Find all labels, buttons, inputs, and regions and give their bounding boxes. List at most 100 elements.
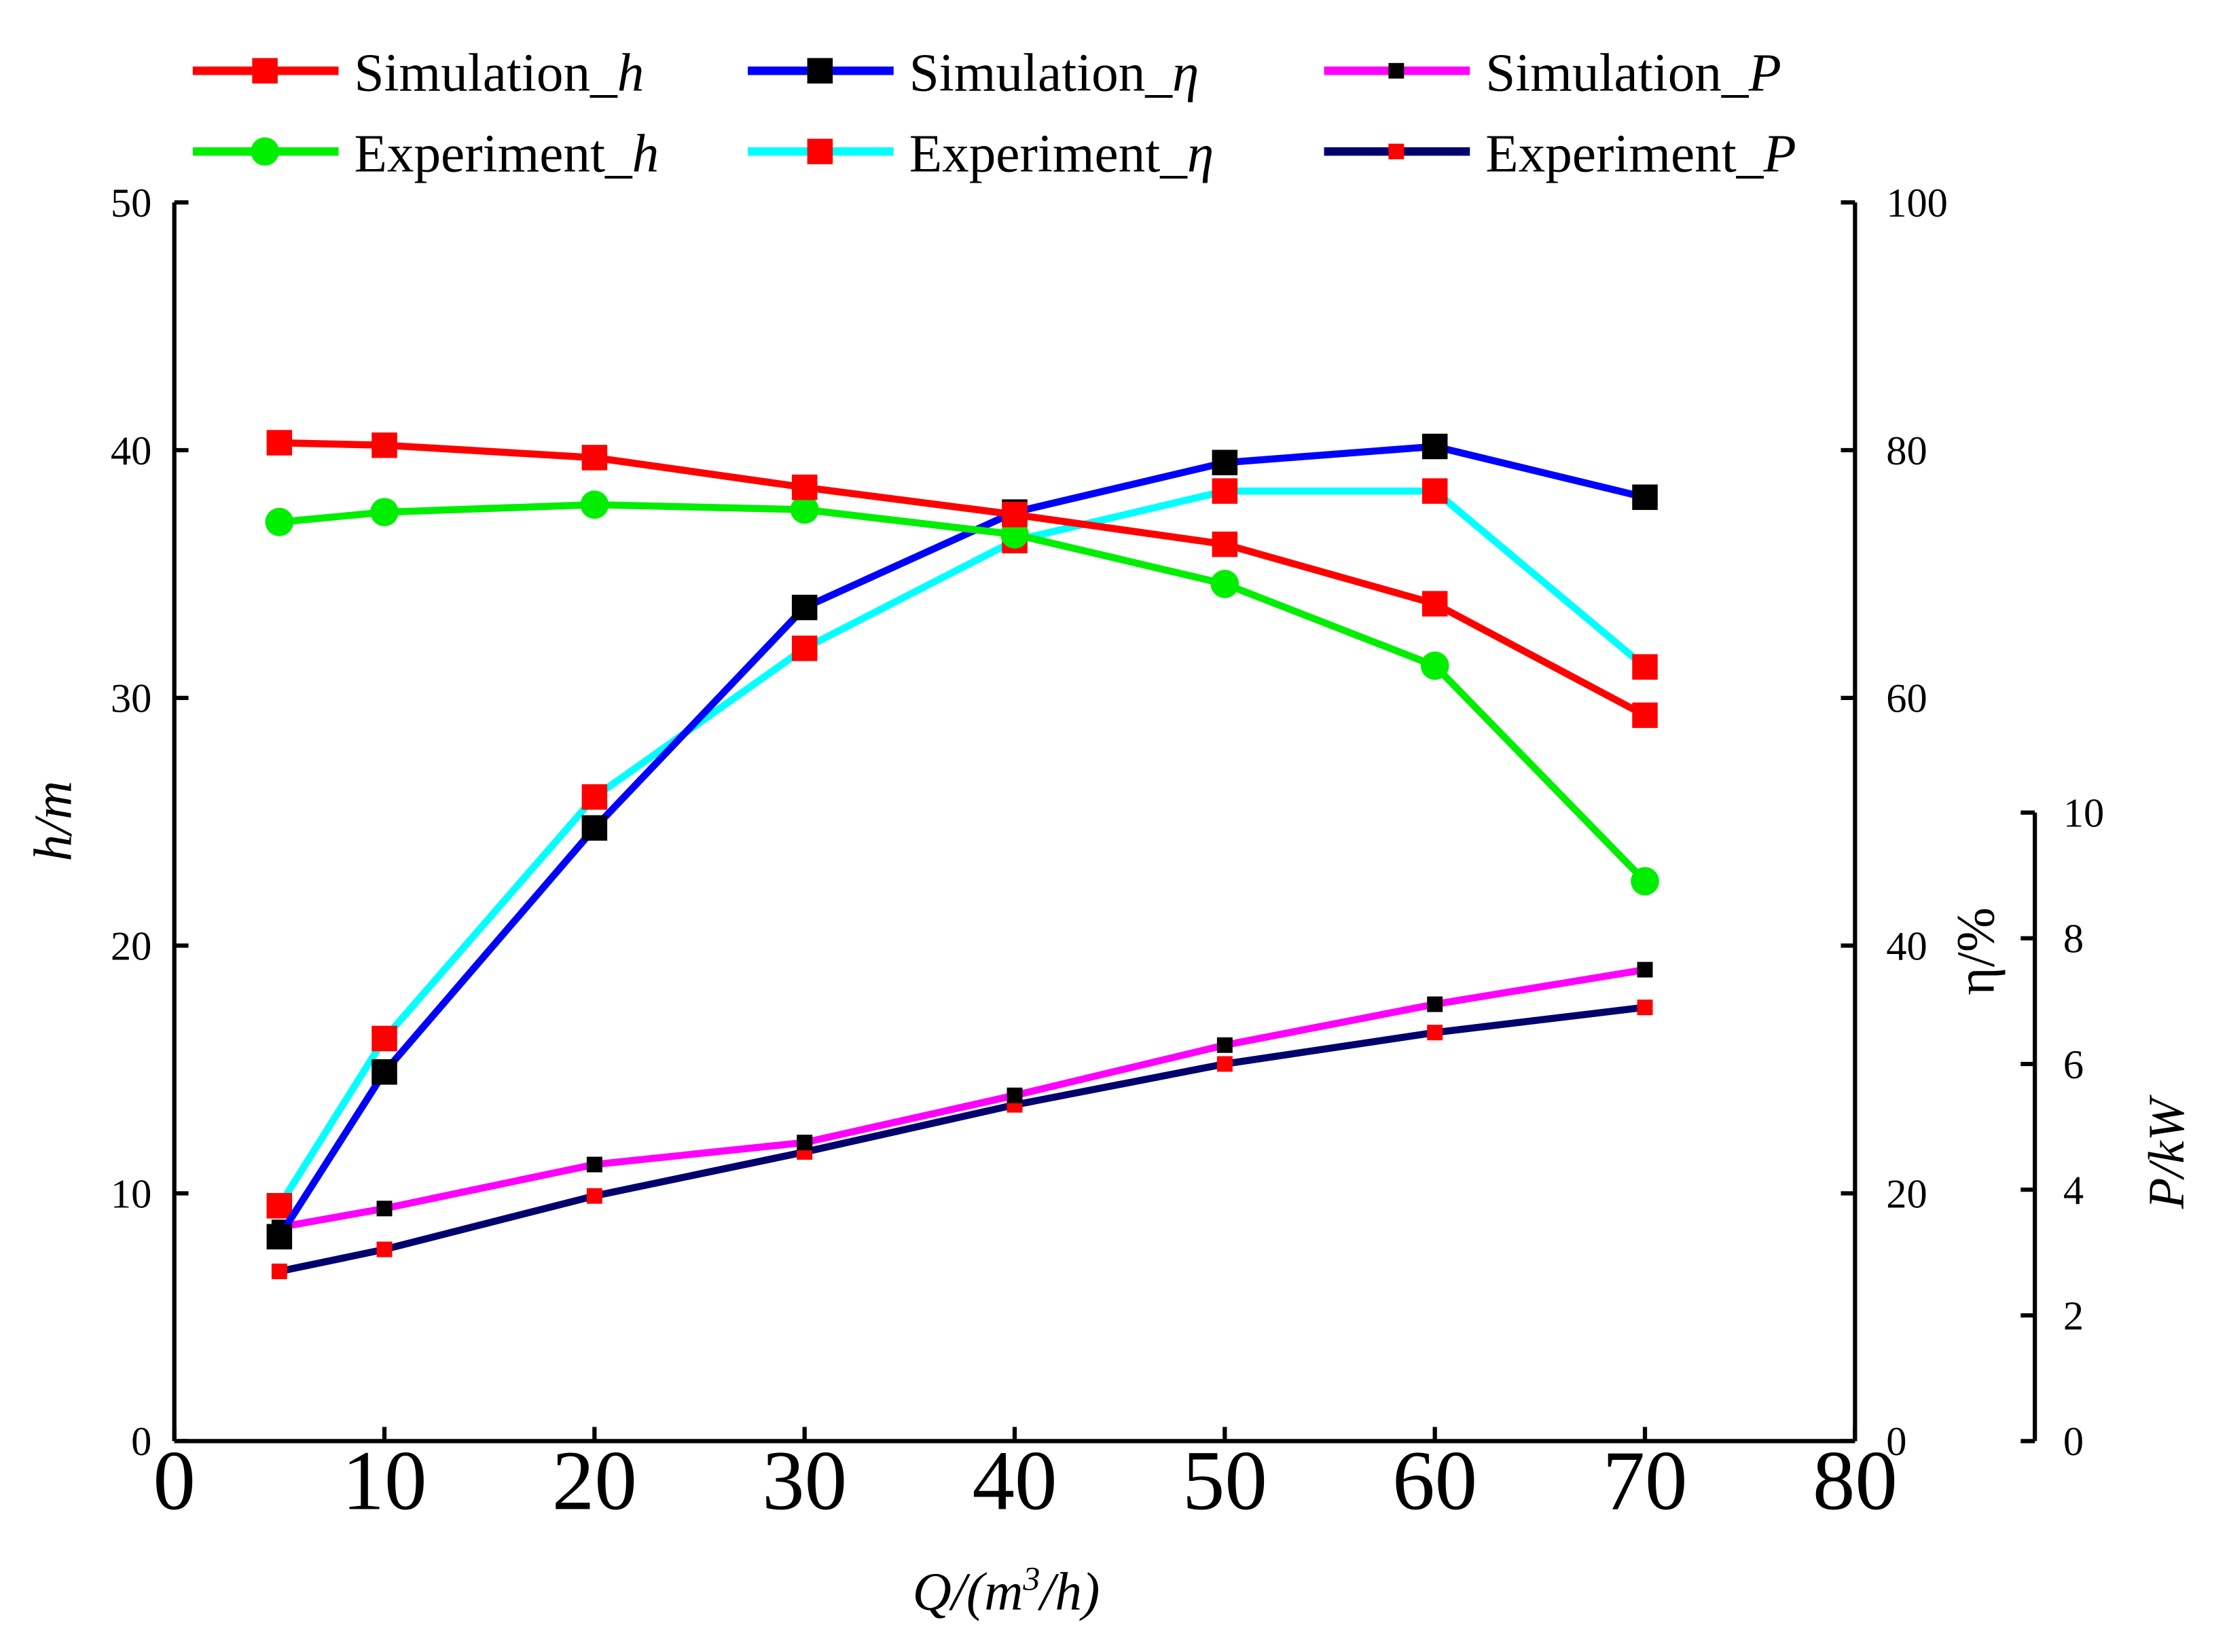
x-tick-label: 70 bbox=[1602, 1434, 1687, 1528]
axes: 0 10 20 30 40 50 60 70 8001020304050020406080100… bbox=[23, 181, 2195, 1621]
simulation-h-point bbox=[266, 430, 293, 456]
simulation-p-point bbox=[376, 1200, 393, 1217]
simulation-p-point bbox=[1637, 961, 1653, 978]
p-tick-label: 0 bbox=[2063, 1419, 2084, 1465]
experiment-h-point bbox=[580, 490, 609, 519]
eta-tick-label: 40 bbox=[1886, 924, 1927, 970]
simulation-h-point bbox=[791, 474, 818, 500]
simulation-h-point bbox=[372, 432, 397, 458]
legend-label: Simulation_P bbox=[1485, 43, 1781, 103]
h-tick-label: 10 bbox=[111, 1171, 151, 1217]
legend-label: Experiment_h bbox=[354, 124, 659, 183]
h-tick-label: 20 bbox=[111, 924, 151, 970]
x-tick-label: 80 bbox=[1813, 1434, 1898, 1528]
x-tick-label: 40 bbox=[972, 1434, 1057, 1528]
experiment-eta-point bbox=[266, 1192, 293, 1219]
legend-item-experiment-p: Experiment_P bbox=[1324, 124, 1796, 183]
x-tick-label: 10 bbox=[342, 1434, 427, 1528]
experiment-eta-point bbox=[1632, 654, 1658, 680]
legend-item-experiment-eta: Experiment_η bbox=[748, 124, 1214, 183]
experiment-p-line bbox=[278, 1004, 1646, 1275]
series-simulation-eta bbox=[266, 433, 1658, 1250]
p-tick-label: 10 bbox=[2063, 791, 2104, 837]
x-tick-label: 50 bbox=[1182, 1434, 1267, 1528]
experiment-eta-line bbox=[276, 488, 1648, 1208]
simulation-p-point bbox=[1427, 996, 1443, 1012]
legend-marker bbox=[1388, 62, 1405, 79]
experiment-h-point bbox=[265, 507, 294, 536]
experiment-h-point bbox=[1210, 570, 1239, 598]
simulation-eta-point bbox=[791, 594, 818, 621]
legend-marker bbox=[1388, 143, 1405, 160]
simulation-h-point bbox=[1421, 591, 1448, 617]
simulation-p-point bbox=[1007, 1087, 1023, 1103]
simulation-h-point bbox=[1212, 531, 1238, 557]
h-tick-label: 30 bbox=[111, 676, 151, 722]
experiment-p-point bbox=[1427, 1025, 1443, 1041]
experiment-p-point bbox=[271, 1263, 287, 1279]
legend-item-simulation-p: Simulation_P bbox=[1324, 43, 1781, 103]
h-tick-label: 40 bbox=[111, 428, 151, 474]
simulation-p-line bbox=[278, 966, 1646, 1231]
simulation-eta-point bbox=[1632, 484, 1658, 511]
experiment-eta-point bbox=[1421, 478, 1448, 504]
legend-item-experiment-h: Experiment_h bbox=[192, 124, 659, 183]
h-tick-label: 50 bbox=[111, 181, 151, 226]
legend-label: Simulation_η bbox=[909, 43, 1199, 103]
eta-tick-label: 0 bbox=[1886, 1419, 1906, 1465]
simulation-h-point bbox=[1002, 502, 1028, 528]
legend: Simulation_h Simulation_η Simulation_P Expe… bbox=[192, 43, 1796, 183]
simulation-eta-point bbox=[1212, 449, 1238, 475]
series-simulation-h bbox=[266, 430, 1658, 729]
p-tick-label: 6 bbox=[2063, 1042, 2084, 1088]
h-axis-title: h/m bbox=[23, 781, 83, 862]
experiment-p-point bbox=[1216, 1056, 1233, 1072]
legend-label: Simulation_h bbox=[354, 43, 644, 103]
experiment-eta-point bbox=[1212, 478, 1238, 504]
x-tick-label: 60 bbox=[1392, 1434, 1477, 1528]
x-tick-label: 30 bbox=[762, 1434, 847, 1528]
simulation-p-point bbox=[797, 1135, 813, 1151]
h-tick-label: 0 bbox=[131, 1419, 151, 1465]
experiment-h-point bbox=[1631, 866, 1659, 896]
simulation-p-point bbox=[1216, 1037, 1233, 1053]
simulation-eta-point bbox=[1421, 433, 1448, 460]
experiment-h-line bbox=[278, 501, 1648, 884]
experiment-eta-point bbox=[581, 784, 608, 810]
data-series bbox=[265, 430, 1659, 1279]
simulation-h-point bbox=[581, 445, 608, 471]
p-tick-label: 8 bbox=[2063, 917, 2084, 962]
x-tick-label: 0 bbox=[153, 1434, 196, 1528]
eta-axis-title: η/% bbox=[1946, 907, 2006, 995]
legend-label: Experiment_η bbox=[909, 124, 1214, 183]
experiment-h-point bbox=[1420, 651, 1449, 680]
legend-marker bbox=[251, 137, 279, 166]
p-axis-title: P/kW bbox=[2139, 1094, 2195, 1209]
legend-item-simulation-h: Simulation_h bbox=[192, 43, 644, 103]
experiment-p-point bbox=[586, 1188, 602, 1204]
legend-item-simulation-eta: Simulation_η bbox=[748, 43, 1199, 103]
simulation-eta-point bbox=[266, 1224, 293, 1250]
p-tick-label: 4 bbox=[2063, 1168, 2084, 1213]
simulation-eta-point bbox=[581, 815, 608, 841]
eta-tick-label: 20 bbox=[1886, 1171, 1927, 1217]
legend-marker bbox=[252, 58, 278, 84]
series-experiment-p bbox=[271, 999, 1653, 1279]
series-simulation-p bbox=[271, 961, 1653, 1236]
series-experiment-h bbox=[265, 490, 1659, 896]
experiment-eta-point bbox=[372, 1025, 397, 1052]
eta-tick-label: 60 bbox=[1886, 676, 1927, 722]
experiment-p-point bbox=[1637, 999, 1653, 1016]
eta-tick-label: 100 bbox=[1886, 181, 1948, 226]
experiment-h-point bbox=[790, 495, 819, 524]
simulation-p-point bbox=[586, 1156, 602, 1173]
experiment-h-point bbox=[370, 498, 399, 527]
x-axis-title: Q/(m3/h) bbox=[913, 1559, 1100, 1621]
p-tick-label: 2 bbox=[2063, 1293, 2084, 1339]
simulation-h-line bbox=[279, 439, 1647, 719]
legend-label: Experiment_P bbox=[1485, 124, 1796, 183]
x-tick-label: 20 bbox=[552, 1434, 637, 1528]
simulation-eta-line bbox=[276, 443, 1646, 1239]
experiment-p-point bbox=[376, 1241, 393, 1258]
